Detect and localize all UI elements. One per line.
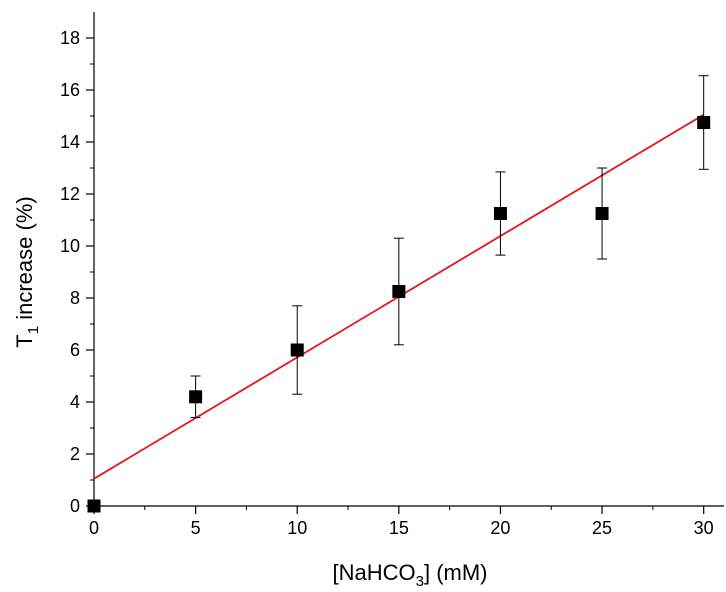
y-tick-label: 0 — [70, 496, 80, 516]
data-point — [290, 343, 304, 357]
y-tick-label: 6 — [70, 340, 80, 360]
x-tick-label: 25 — [592, 518, 612, 538]
x-tick-label: 0 — [89, 518, 99, 538]
x-tick-label: 5 — [191, 518, 201, 538]
data-point — [697, 116, 711, 129]
y-tick-label: 16 — [60, 80, 80, 100]
axes: 0 5 10 15 20 25 30 0 2 4 6 8 10 12 14 16 18 — [60, 12, 724, 538]
y-tick-label: 14 — [60, 132, 80, 152]
data-point — [189, 390, 203, 404]
y-tick-label: 10 — [60, 236, 80, 256]
y-tick-label: 4 — [70, 392, 80, 412]
labels: [NaHCO3] (mM) T1 increase (%) — [12, 196, 488, 590]
x-tick-label: 30 — [694, 518, 714, 538]
y-tick-label: 8 — [70, 288, 80, 308]
x-axis-title: [NaHCO3] (mM) — [333, 560, 488, 590]
y-tick-label: 18 — [60, 28, 80, 48]
x-tick-label: 10 — [287, 518, 307, 538]
x-tick-label: 15 — [389, 518, 409, 538]
data-point — [87, 499, 101, 513]
data-point — [493, 207, 507, 220]
x-tick-label: 20 — [490, 518, 510, 538]
y-tick-label: 2 — [70, 444, 80, 464]
error-bars — [190, 75, 709, 419]
data-point — [595, 207, 609, 220]
data-points — [87, 116, 711, 513]
y-axis-title: T1 increase (%) — [12, 196, 42, 347]
y-tick-label: 12 — [60, 184, 80, 204]
data-point — [392, 285, 406, 298]
